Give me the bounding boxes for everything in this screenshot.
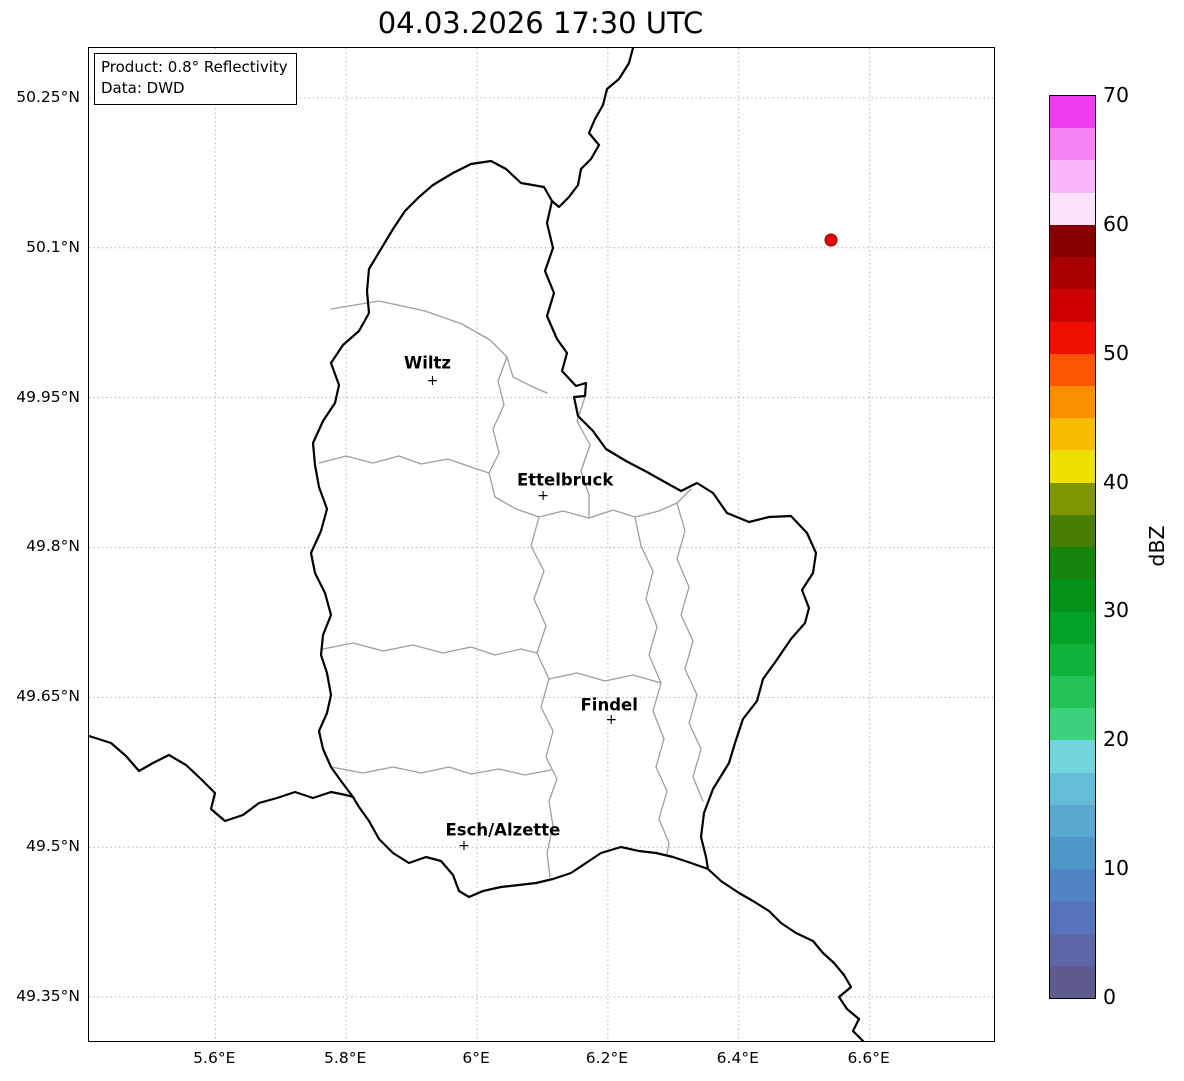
colorbar-band	[1050, 579, 1095, 612]
colorbar-band	[1050, 772, 1095, 805]
colorbar-band	[1050, 514, 1095, 548]
colorbar-tick-label: 40	[1103, 469, 1130, 494]
canton-border	[676, 502, 704, 802]
colorbar-band	[1050, 643, 1095, 676]
colorbar-band	[1050, 418, 1095, 451]
map-svg	[89, 48, 994, 1041]
city-marker: +	[426, 372, 439, 389]
canton-border	[634, 516, 670, 855]
colorbar-band	[1050, 933, 1095, 966]
colorbar-band	[1050, 192, 1095, 225]
colorbar-tick-label: 0	[1103, 985, 1117, 1009]
colorbar-tick-label: 30	[1103, 598, 1130, 623]
colorbar-unit-label: dBZ	[1145, 525, 1169, 567]
y-tick-label: 50.1°N	[26, 237, 80, 256]
radar-echo-point	[824, 233, 838, 247]
colorbar-tick-label: 10	[1103, 856, 1130, 881]
x-tick-label: 6.2°E	[585, 1049, 629, 1067]
canton-border	[330, 300, 548, 394]
colorbar-band	[1050, 869, 1095, 902]
x-tick-label: 6°E	[462, 1049, 490, 1067]
colorbar-band	[1050, 740, 1095, 773]
data-source-label: Data: DWD	[101, 79, 185, 98]
colorbar-band	[1050, 128, 1095, 161]
canton-border	[318, 455, 490, 474]
belgium-germany-border	[550, 48, 635, 209]
gridlines	[89, 48, 994, 1041]
colorbar-band	[1050, 708, 1095, 741]
colorbar-tick-label: 70	[1103, 83, 1130, 107]
colorbar-band	[1050, 611, 1095, 644]
colorbar-band	[1050, 257, 1095, 290]
city-label: Wiltz	[404, 353, 452, 373]
colorbar-band	[1050, 675, 1095, 709]
x-tick-label: 6.4°E	[716, 1049, 759, 1067]
canton-border	[488, 356, 508, 498]
map-plot: + Wiltz + Ettelbruck + Findel + Esch/Alzette Pr…	[88, 47, 995, 1042]
product-info-box: Product: 0.8° Reflectivity Data: DWD	[94, 53, 297, 105]
border-lines	[89, 48, 865, 1041]
city-marker: +	[605, 712, 618, 729]
city-label: Findel	[580, 695, 638, 715]
colorbar-band	[1050, 353, 1095, 386]
canton-border	[530, 516, 558, 878]
colorbar-band	[1050, 482, 1095, 515]
y-tick-label: 49.35°N	[16, 987, 80, 1006]
colorbar-band	[1050, 96, 1095, 129]
colorbar-band	[1050, 160, 1095, 193]
colorbar-band	[1050, 901, 1095, 934]
city-marker: +	[458, 838, 470, 855]
colorbar-band	[1050, 965, 1095, 999]
colorbar-band	[1050, 289, 1095, 322]
canton-border	[548, 672, 662, 684]
product-label: Product: 0.8° Reflectivity	[101, 58, 288, 76]
colorbar-tick-label: 20	[1103, 727, 1130, 752]
canton-border	[576, 396, 591, 519]
canton-border	[494, 488, 692, 519]
canton-border	[322, 642, 538, 656]
colorbar	[1049, 95, 1096, 999]
x-tick-label: 5.8°E	[324, 1049, 367, 1067]
city-label: Esch/Alzette	[445, 820, 561, 840]
y-tick-label: 49.5°N	[26, 837, 80, 856]
colorbar-bands	[1050, 96, 1095, 999]
y-tick-label: 50.25°N	[16, 87, 80, 106]
colorbar-tick-label: 50	[1103, 340, 1130, 365]
colorbar-band	[1050, 321, 1095, 354]
colorbar-band	[1050, 547, 1095, 580]
colorbar-band	[1050, 804, 1095, 838]
colorbar-tick-label: 60	[1103, 211, 1130, 236]
city-label: Ettelbruck	[516, 470, 614, 490]
colorbar-band	[1050, 385, 1095, 419]
france-germany-border	[706, 867, 865, 1041]
luxembourg-border	[309, 159, 818, 899]
colorbar-band	[1050, 224, 1095, 258]
france-belgium-border	[89, 734, 355, 823]
figure-title: 04.03.2026 17:30 UTC	[377, 6, 704, 40]
y-tick-label: 49.65°N	[16, 687, 80, 706]
canton-border	[330, 766, 552, 776]
x-tick-label: 5.6°E	[193, 1049, 236, 1067]
y-tick-label: 49.8°N	[26, 537, 80, 556]
x-tick-label: 6.6°E	[847, 1049, 890, 1067]
colorbar-band	[1050, 837, 1095, 870]
y-tick-label: 49.95°N	[16, 387, 80, 406]
city-marker: +	[537, 487, 549, 504]
colorbar-band	[1050, 450, 1095, 483]
